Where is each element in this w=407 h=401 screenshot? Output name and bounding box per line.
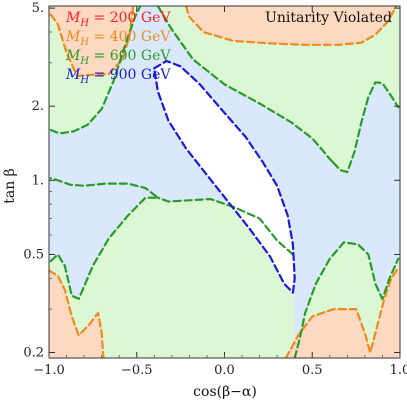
y-tick-label: 2. [32, 99, 44, 114]
x-tick-label: 0.0 [214, 363, 235, 378]
contour-600-4 [293, 241, 400, 358]
y-tick-label: 0.5 [23, 247, 44, 262]
contour-600-2 [49, 177, 159, 300]
contour-600-1 [156, 6, 335, 164]
region-fill-400 [285, 268, 400, 358]
x-tick-label: 0.5 [302, 363, 323, 378]
region-fill-600 [49, 197, 295, 358]
y-tick-label: 5. [32, 1, 44, 16]
contour-400-2 [49, 269, 105, 358]
region-fill-600 [157, 6, 400, 173]
region-fill-900 [154, 61, 295, 293]
x-axis-title: cos(β−α) [193, 384, 257, 400]
legend-entry-600: MH = 600 GeV [65, 48, 171, 67]
x-tick-label: −0.5 [121, 363, 153, 378]
legend-entry-900: MH = 900 GeV [65, 67, 171, 86]
contour-600-5 [156, 196, 294, 256]
annotation-text: Unitarity Violated [265, 10, 392, 26]
y-axis-title: tan β [2, 168, 18, 204]
legend-entry-200: MH = 200 GeV [65, 10, 171, 29]
plot-area [49, 6, 400, 358]
legend-entry-400: MH = 400 GeV [65, 29, 171, 48]
region-fill-400 [49, 270, 104, 358]
y-tick-label: 1. [32, 173, 44, 188]
contour-400-1 [184, 6, 398, 46]
x-tick-label: 1.0 [390, 363, 407, 378]
contour-600-0 [49, 6, 142, 135]
contour-600-3 [332, 81, 400, 174]
contour-400-3 [284, 267, 400, 358]
region-fill-400 [185, 6, 397, 45]
contour-400-0 [49, 6, 135, 78]
axis-ticks: −1.0 −0.5 0.0 0.5 1.0 0.2 0.5 1. 2. 5. [23, 1, 407, 378]
x-tick-label: −1.0 [33, 363, 65, 378]
y-tick-label: 0.2 [23, 346, 44, 361]
contour-900-0 [153, 59, 296, 294]
